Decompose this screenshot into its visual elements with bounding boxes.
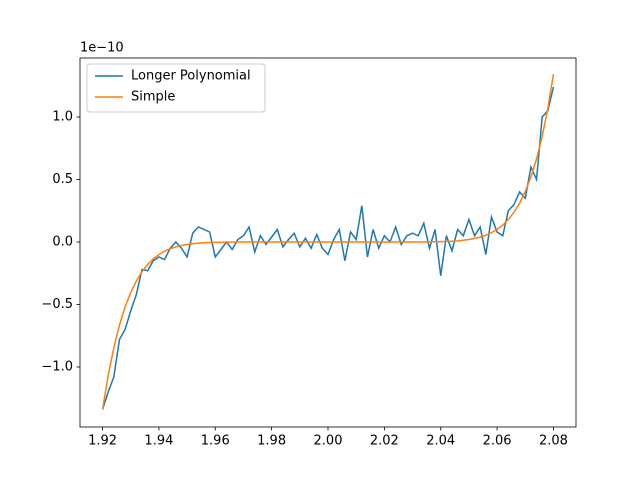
- x-tick-label: 2.02: [370, 434, 399, 449]
- x-tick-label: 1.96: [201, 434, 230, 449]
- y-tick-label: −0.5: [41, 297, 73, 312]
- x-tick-label: 1.98: [257, 434, 286, 449]
- line: [101, 86, 555, 410]
- line: [101, 74, 555, 410]
- y-tick-label: 0.0: [52, 235, 73, 250]
- x-tick-label: 2.06: [483, 434, 512, 449]
- x-tick-label: 1.92: [88, 434, 117, 449]
- y-tick-label: −1.0: [41, 360, 73, 375]
- y-tick-label: 0.5: [52, 172, 73, 187]
- legend: Longer Polynomial Simple: [86, 63, 266, 113]
- x-tick-label: 2.04: [426, 434, 455, 449]
- x-tick-label: 2.08: [539, 434, 568, 449]
- offset-label: 1e−10: [80, 41, 124, 56]
- legend-label: Simple: [131, 90, 175, 105]
- y-tick-label: 1.0: [52, 110, 73, 125]
- x-tick-label: 1.94: [144, 434, 173, 449]
- legend-label: Longer Polynomial: [131, 69, 251, 84]
- x-tick-label: 2.00: [314, 434, 343, 449]
- legend-box: [86, 63, 266, 113]
